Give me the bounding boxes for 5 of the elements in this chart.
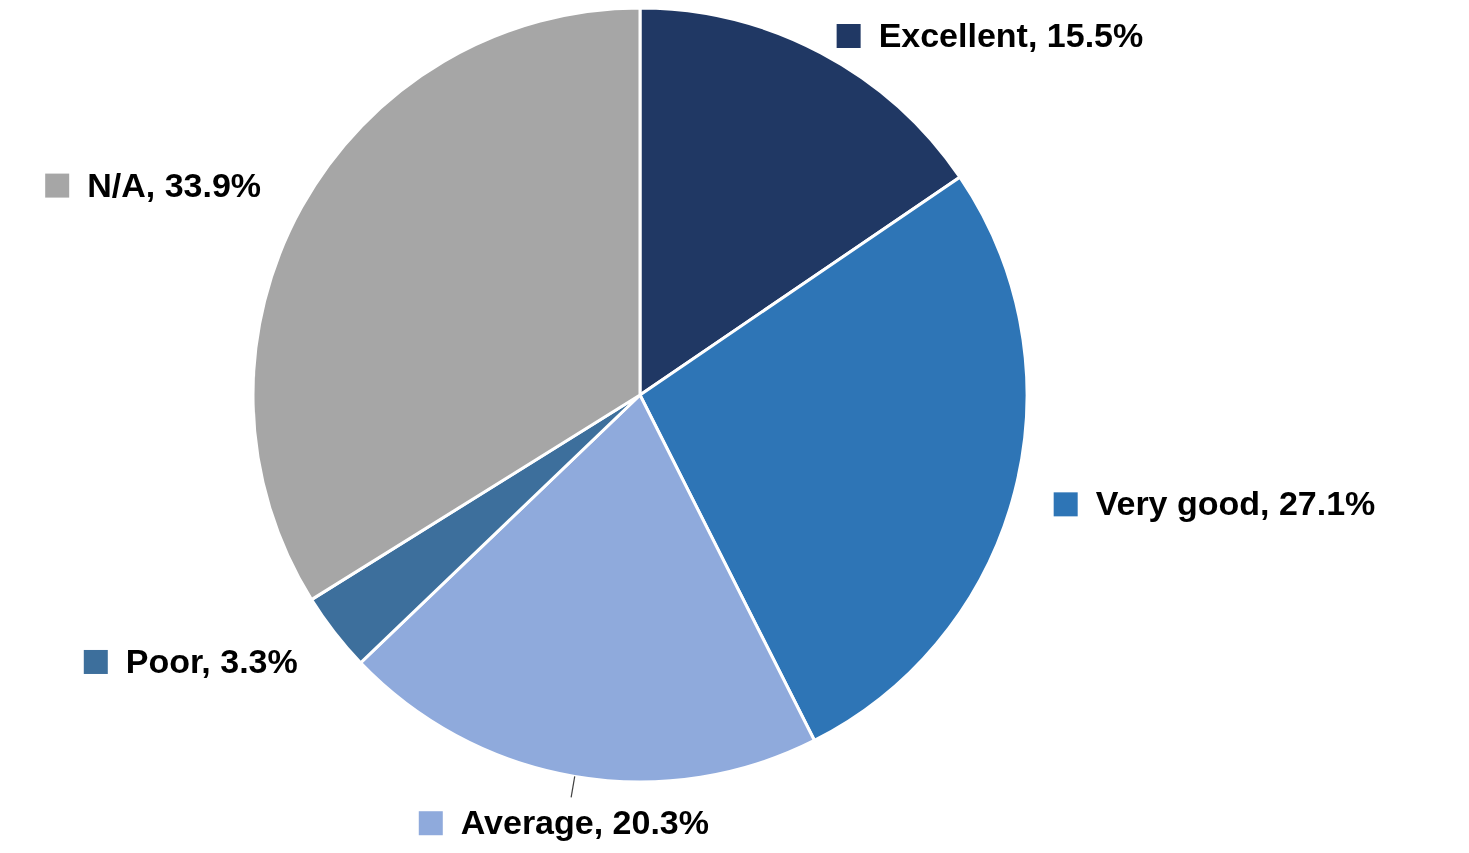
- legend-label: N/A, 33.9%: [87, 165, 262, 204]
- legend-label: Very good, 27.1%: [1095, 484, 1376, 523]
- legend-label: Excellent, 15.5%: [878, 16, 1144, 54]
- legend-label: Poor, 3.3%: [125, 641, 298, 680]
- legend-label: Average, 20.3%: [460, 803, 710, 842]
